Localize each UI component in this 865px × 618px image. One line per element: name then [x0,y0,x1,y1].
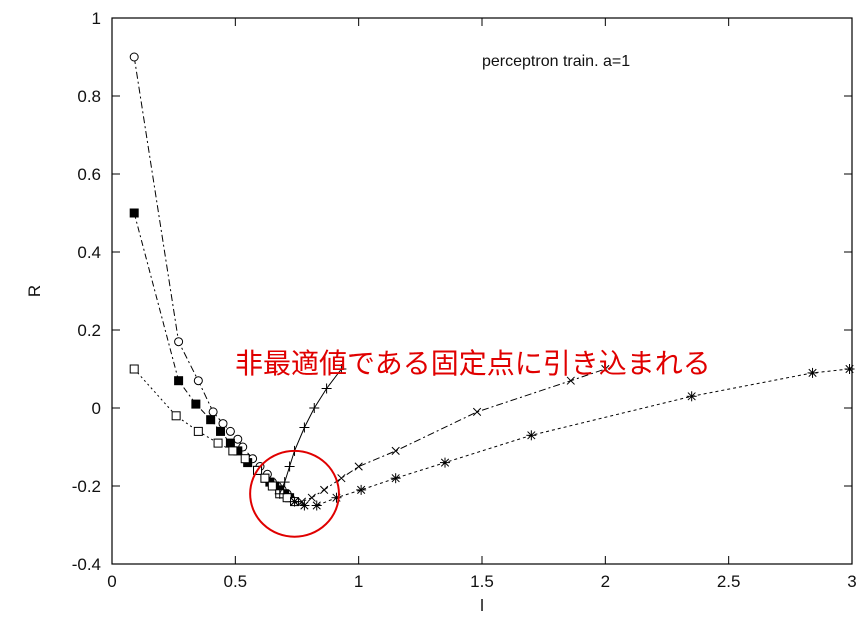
data-point-cross [601,364,610,374]
data-point-cross [337,474,346,483]
data-point-open-square [282,493,292,503]
data-point-star [390,473,401,484]
data-point-star [289,496,300,507]
data-point-open-square [240,454,250,464]
data-point-circle [129,52,139,62]
data-point-circle [225,426,235,436]
data-point-open-square [129,364,139,374]
data-point-circle [218,419,228,429]
data-point-filled-square [216,426,226,436]
x-tick-label: 1.5 [470,572,494,591]
data-point-star [356,484,367,495]
x-tick-label: 0 [107,572,116,591]
data-point-plus [336,364,347,374]
series-line-circle [133,56,288,495]
data-point-cross [566,376,575,385]
plot-frame [111,17,853,565]
data-point-open-square [213,438,223,448]
data-point-filled-square [191,399,201,409]
data-point-cross [472,407,482,417]
data-point-filled-square [206,415,216,425]
y-tick-label: 0.2 [77,321,101,340]
data-point-star [440,457,450,468]
annotation-text: 非最適値である固定点に引き込まれる [235,347,711,380]
data-point-star [686,391,697,402]
x-axis-label: l [480,596,484,615]
y-axis-label: R [25,285,44,297]
series-line-plus [279,368,342,494]
data-point-star [331,492,342,503]
annotation-ellipse [249,449,340,538]
data-point-plus [299,422,310,433]
data-point-circle [208,407,218,417]
data-point-circle [233,434,243,444]
data-point-plus [284,461,295,472]
series-group [129,52,855,511]
data-point-plus [279,477,290,488]
data-point-circle [174,337,184,347]
data-point-open-square [228,446,238,456]
data-point-cross [391,446,400,456]
x-tick-label: 2 [601,572,610,591]
y-tick-label: -0.4 [72,555,101,574]
data-point-star [299,500,310,511]
data-point-circle [193,376,203,386]
y-tick-label: 0.4 [77,243,101,262]
data-point-plus [309,403,320,413]
data-point-star [844,364,855,374]
data-point-star [311,500,322,511]
data-point-open-square [267,481,277,491]
y-tick-label: -0.2 [72,477,101,496]
data-point-open-square [193,426,203,436]
y-tick-label: 1 [92,9,101,28]
data-point-cross [307,493,316,502]
data-point-filled-square [233,446,243,456]
x-tick-label: 2.5 [717,572,741,591]
data-point-filled-square [129,208,139,218]
data-point-filled-square [225,438,235,448]
axis-ticks: 0 0.5 1 1.5 2 2.5 3 -0.4 -0.2 0 0.2 0.4 0.6 0.8 1 [72,9,857,591]
x-tick-label: 3 [847,572,856,591]
y-tick-label: 0.8 [77,87,101,106]
data-point-cross [354,462,363,471]
x-tick-label: 0.5 [224,572,248,591]
x-tick-label: 1 [354,572,363,591]
data-point-plus [274,488,285,499]
data-point-star [807,367,818,378]
legend-text: perceptron train. a=1 [482,53,630,70]
series-line-cross [294,368,606,503]
data-point-filled-square [174,376,184,386]
data-point-plus [321,383,332,394]
data-point-star [526,430,537,441]
data-point-open-square [171,411,181,421]
data-point-cross [320,485,329,495]
series-line-star [294,368,850,506]
y-tick-label: 0.6 [77,165,101,184]
y-tick-label: 0 [92,399,101,418]
data-point-open-square [260,473,270,483]
